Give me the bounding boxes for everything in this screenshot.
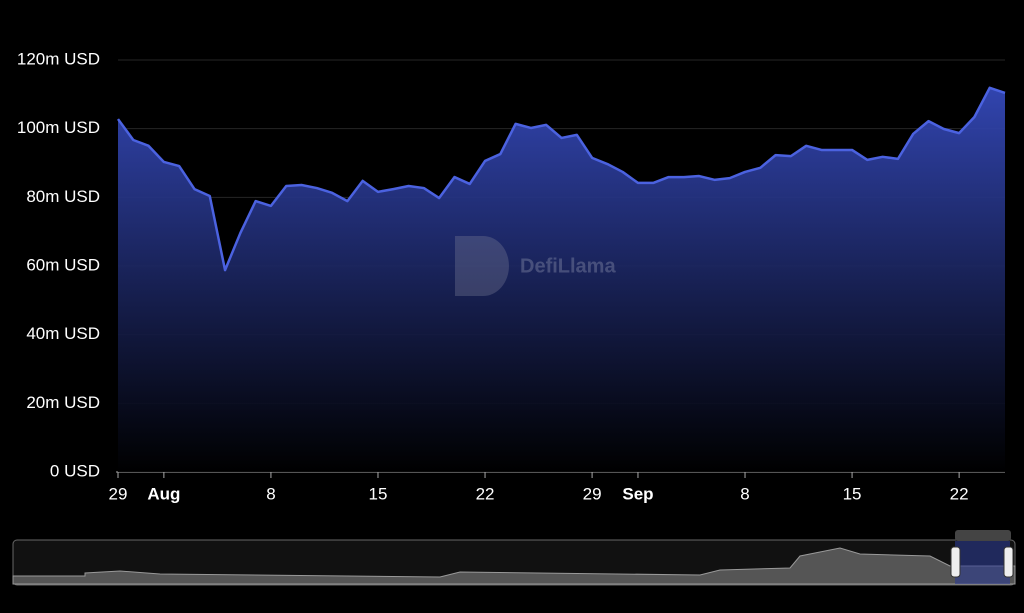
x-tick-label: 15 <box>843 484 862 503</box>
navigator-selection[interactable] <box>955 541 1010 584</box>
watermark-text: DefiLlama <box>520 255 616 277</box>
x-tick-label: 22 <box>476 484 495 503</box>
watermark: DefiLlama <box>455 236 616 296</box>
x-tick-label: 15 <box>369 484 388 503</box>
area <box>118 87 1005 472</box>
x-tick-label: 22 <box>950 484 969 503</box>
y-tick-label: 60m USD <box>26 255 100 274</box>
x-tick-label: 8 <box>740 484 749 503</box>
navigator-overview <box>12 547 1016 585</box>
plot: 0 USD 20m USD 40m USD 60m USD 80m USD 100m US… <box>17 49 1006 503</box>
y-tick-label: 120m USD <box>17 49 100 68</box>
x-tick-label: Sep <box>622 484 653 503</box>
y-tick-label: 80m USD <box>26 187 100 206</box>
y-tick-label: 40m USD <box>26 324 100 343</box>
navigator-handle-bar[interactable] <box>955 530 1011 541</box>
navigator[interactable] <box>12 530 1016 586</box>
y-tick-label: 100m USD <box>17 118 100 137</box>
y-tick-label: 0 USD <box>50 461 100 480</box>
x-tick-label: Aug <box>147 484 180 503</box>
x-tick-label: 29 <box>109 484 128 503</box>
navigator-handle-left[interactable] <box>950 546 961 578</box>
line <box>116 86 1006 272</box>
x-tick-label: 8 <box>266 484 275 503</box>
watermark-logo <box>455 236 509 296</box>
x-tick-label: 29 <box>583 484 602 503</box>
navigator-handle-right[interactable] <box>1003 546 1014 578</box>
y-tick-label: 20m USD <box>26 393 100 412</box>
